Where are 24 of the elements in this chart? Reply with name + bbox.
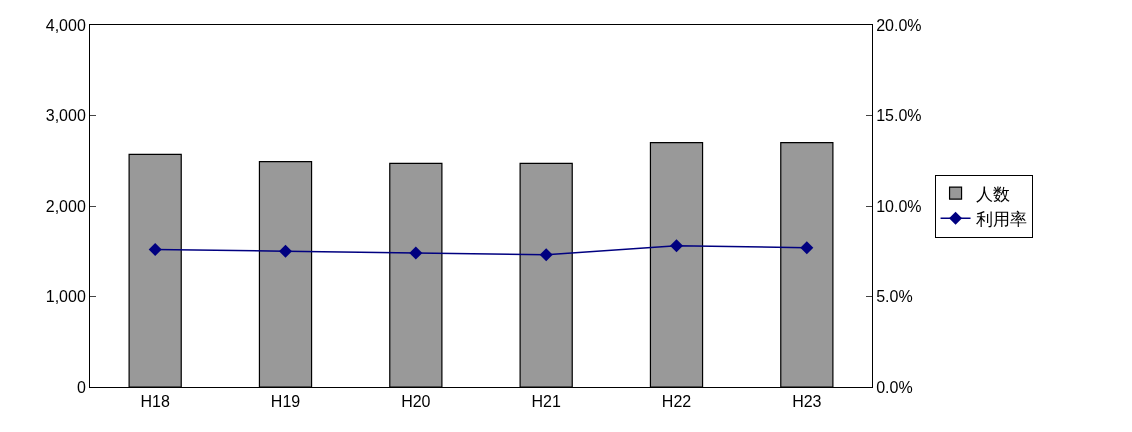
y-tick-label: 4,000 bbox=[45, 16, 86, 34]
point bbox=[800, 241, 814, 255]
x-tick-label: H23 bbox=[792, 393, 822, 411]
y-tick-label: 3,000 bbox=[45, 107, 86, 125]
point bbox=[670, 239, 683, 253]
y-tick-label: 0 bbox=[76, 378, 86, 396]
y2-tick-label: 15.0% bbox=[876, 107, 922, 125]
point bbox=[539, 248, 553, 262]
y2-tick-label: 5.0% bbox=[876, 288, 913, 306]
y2-tick-label: 0.0% bbox=[876, 378, 913, 396]
legend-label: 人数 bbox=[975, 184, 1010, 204]
x-tick-label: H22 bbox=[661, 393, 692, 411]
y2-tick-label: 20.0% bbox=[876, 16, 922, 34]
legend-label: 利用率 bbox=[975, 209, 1027, 229]
point bbox=[279, 244, 292, 258]
y-tick-label: 2,000 bbox=[45, 197, 86, 215]
y-tick-label: 1,000 bbox=[45, 288, 86, 306]
point bbox=[409, 246, 423, 260]
point bbox=[148, 242, 162, 256]
x-tick-label: H20 bbox=[401, 393, 431, 411]
x-tick-label: H19 bbox=[270, 393, 301, 411]
y2-tick-label: 10.0% bbox=[876, 197, 922, 215]
x-tick-label: H21 bbox=[531, 393, 561, 411]
x-tick-label: H18 bbox=[140, 393, 170, 411]
